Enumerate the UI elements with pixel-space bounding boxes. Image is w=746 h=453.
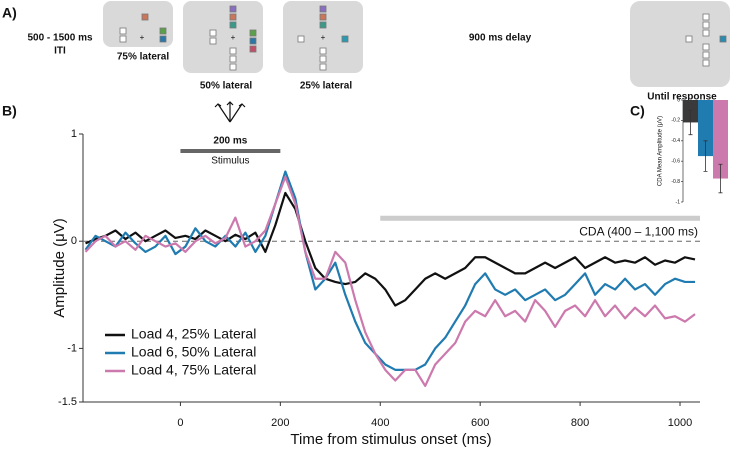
y-tick-label: -0.6	[671, 159, 680, 165]
panel-label: C)	[630, 103, 645, 119]
y-tick-label: 0	[71, 235, 77, 247]
plot-area	[84, 170, 700, 388]
bar	[698, 100, 713, 157]
arrows	[214, 101, 246, 123]
x-tick-label: 600	[471, 417, 489, 429]
svg-text:+: +	[321, 33, 326, 42]
error-bar	[703, 140, 708, 172]
y-tick-label: 0	[677, 97, 680, 103]
condition-label: 50% lateral	[200, 81, 252, 92]
x-tick-label: 200	[271, 417, 289, 429]
y-tick-label: 1	[71, 128, 77, 140]
cda-label: CDA (400 – 1,100 ms)	[579, 224, 698, 238]
display	[103, 1, 730, 87]
stimulus-label: Stimulus	[211, 156, 249, 167]
interval-label: 200 ms	[213, 136, 247, 147]
y-tick-label: -1	[676, 199, 681, 205]
svg-text:+: +	[140, 33, 145, 42]
x-tick-label: 1000	[668, 417, 692, 429]
y-tick-label: -0.4	[671, 138, 680, 144]
legend-label: Load 6, 50% Lateral	[131, 344, 256, 360]
error-bar	[718, 163, 723, 194]
panel-label: B)	[2, 103, 17, 119]
condition-label: 25% lateral	[300, 81, 352, 92]
error-bar	[688, 109, 693, 136]
iti-text: 500 - 1500 ms	[27, 33, 92, 44]
svg-text:+: +	[231, 33, 236, 42]
panel-label: A)	[2, 5, 17, 21]
line-series	[84, 170, 696, 371]
bar	[713, 100, 728, 179]
delay-label: 900 ms delay	[469, 33, 532, 44]
legend-label: Load 4, 25% Lateral	[131, 326, 256, 342]
y-axis-label: Amplitude (μV)	[51, 218, 68, 318]
plus-signs: + + +	[140, 33, 326, 42]
y-tick-label: -1	[67, 342, 77, 354]
y-tick-label: -1.5	[58, 396, 77, 408]
response-label: Until response	[647, 92, 717, 103]
x-axis-label: Time from stimulus onset (ms)	[290, 431, 491, 448]
condition-label: 75% lateral	[117, 52, 169, 63]
y-axis-label: CDA Mean Amplitude (μV)	[658, 116, 664, 186]
iti-text: ITI	[54, 46, 66, 57]
line-series	[84, 175, 696, 388]
legend-label: Load 4, 75% Lateral	[131, 362, 256, 378]
y-tick-label: -0.8	[671, 179, 680, 185]
y-tick-label: -0.2	[671, 118, 680, 124]
x-tick-label: 0	[177, 417, 183, 429]
x-tick-label: 800	[571, 417, 589, 429]
line-series	[85, 191, 696, 307]
x-tick-label: 400	[371, 417, 389, 429]
